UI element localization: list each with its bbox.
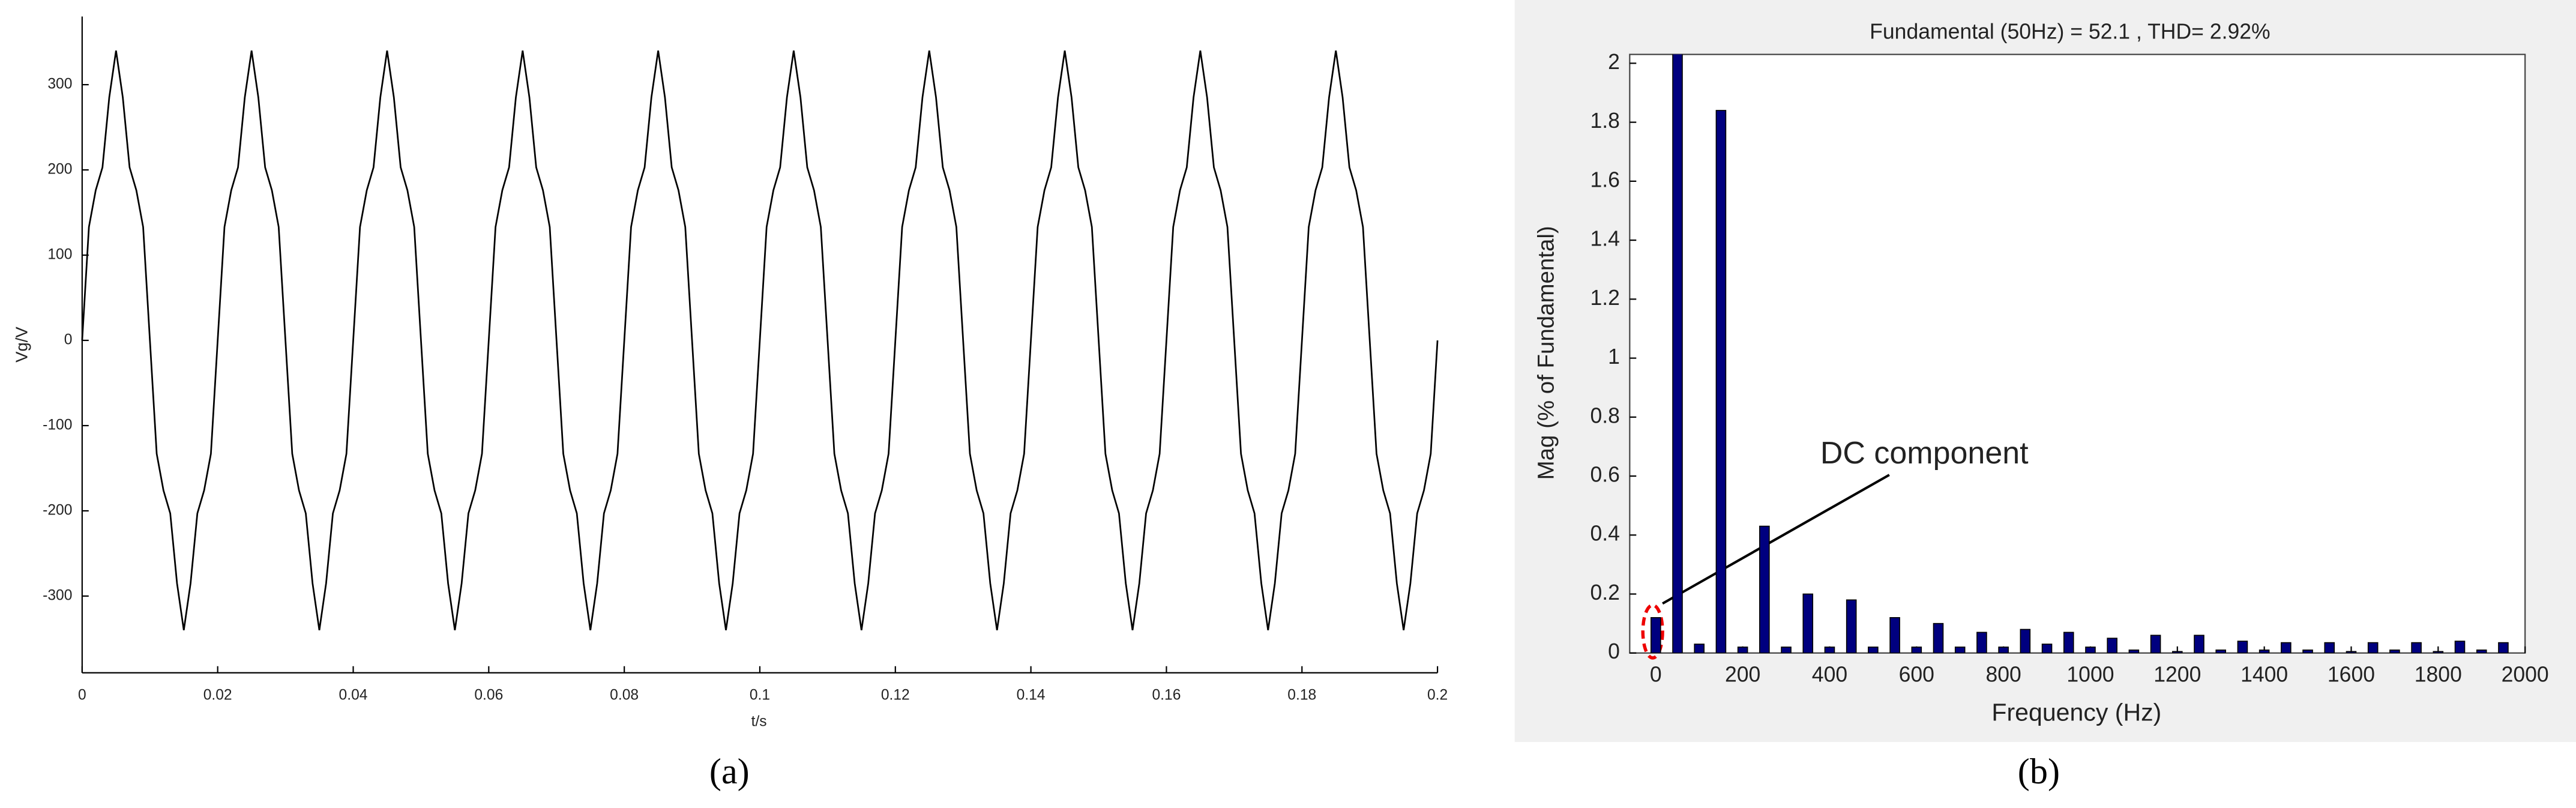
y-tick-label: 1.4 bbox=[1590, 226, 1619, 250]
x-tick-label: 0.16 bbox=[1152, 687, 1181, 704]
bar bbox=[2367, 642, 2379, 653]
y-tick-label: 100 bbox=[47, 247, 72, 263]
bar bbox=[2281, 642, 2292, 653]
x-axis-label: t/s bbox=[751, 714, 767, 730]
bar bbox=[1737, 647, 1748, 653]
bar bbox=[1846, 599, 1857, 653]
x-tick-label: 0.12 bbox=[881, 687, 910, 704]
y-axis-label: Mag (% of Fundamental) bbox=[1533, 226, 1559, 480]
y-tick-label: 0.6 bbox=[1590, 462, 1619, 486]
bar bbox=[2085, 647, 2096, 653]
bar bbox=[2454, 641, 2466, 653]
x-tick-label: 1800 bbox=[2415, 663, 2462, 687]
caption: (b) bbox=[2018, 752, 2060, 792]
x-tick-label: 0.14 bbox=[1017, 687, 1046, 704]
bar bbox=[2433, 651, 2444, 653]
x-tick-label: 0 bbox=[78, 687, 86, 704]
y-tick-label: 1.6 bbox=[1590, 167, 1619, 191]
dc-highlight bbox=[1641, 603, 1664, 660]
y-tick-label: 2 bbox=[1608, 50, 1620, 74]
waveform bbox=[81, 50, 1439, 630]
bar bbox=[1976, 632, 1987, 653]
bar bbox=[2389, 650, 2400, 653]
y-tick-label: 1.8 bbox=[1590, 109, 1619, 133]
y-tick-label: 0.8 bbox=[1590, 403, 1619, 427]
x-tick-label: 1000 bbox=[2066, 663, 2114, 687]
bar bbox=[2194, 635, 2204, 653]
bar bbox=[1889, 617, 1900, 653]
bar bbox=[1933, 623, 1944, 653]
bar bbox=[1672, 54, 1683, 653]
bar bbox=[1651, 617, 1661, 653]
bar bbox=[1868, 647, 1879, 653]
bar bbox=[2498, 642, 2509, 653]
bar bbox=[1694, 644, 1705, 653]
bar bbox=[1998, 647, 2009, 653]
bar bbox=[2411, 642, 2422, 653]
x-tick-label: 0.08 bbox=[610, 687, 639, 704]
x-tick-label: 0.02 bbox=[203, 687, 232, 704]
bar bbox=[1802, 593, 1814, 653]
annotation-arrow bbox=[1662, 474, 1890, 605]
caption: (a) bbox=[709, 752, 750, 792]
x-axis-label: Frequency (Hz) bbox=[1991, 698, 2161, 726]
y-axis-label: Vg/V bbox=[13, 327, 31, 363]
bar bbox=[2324, 642, 2335, 653]
bar bbox=[1824, 647, 1835, 653]
x-tick-label: 400 bbox=[1812, 663, 1847, 687]
bar bbox=[1911, 647, 1922, 653]
y-tick-label: -100 bbox=[43, 417, 72, 433]
y-tick-label: 200 bbox=[47, 161, 72, 178]
x-tick-label: 0 bbox=[1650, 663, 1662, 687]
y-tick-label: 0.2 bbox=[1590, 580, 1619, 604]
y-tick-label: 0 bbox=[64, 332, 73, 348]
x-tick-label: 0.06 bbox=[474, 687, 503, 704]
bar bbox=[2107, 638, 2117, 653]
chart-title: Fundamental (50Hz) = 52.1 , THD= 2.92% bbox=[1870, 19, 2270, 43]
x-tick-label: 0.18 bbox=[1287, 687, 1316, 704]
y-tick-label: 300 bbox=[47, 76, 72, 92]
x-tick-label: 0.04 bbox=[339, 687, 368, 704]
y-tick-label: 1.2 bbox=[1590, 286, 1619, 310]
bar bbox=[2302, 650, 2313, 653]
bar bbox=[2237, 641, 2248, 653]
bar bbox=[1781, 647, 1792, 653]
bar bbox=[2346, 651, 2357, 653]
bar bbox=[2020, 629, 2031, 653]
y-tick-label: -200 bbox=[43, 502, 72, 518]
x-tick-label: 1200 bbox=[2153, 663, 2201, 687]
bars bbox=[1651, 54, 2509, 653]
x-tick-label: 600 bbox=[1899, 663, 1934, 687]
y-tick-label: 0 bbox=[1608, 639, 1620, 663]
bar bbox=[2215, 650, 2227, 653]
bar bbox=[2150, 635, 2161, 653]
bar bbox=[1954, 647, 1966, 653]
x-tick-label: 2000 bbox=[2502, 663, 2549, 687]
bar bbox=[2172, 651, 2183, 653]
x-tick-label: 200 bbox=[1725, 663, 1760, 687]
x-tick-label: 1600 bbox=[2328, 663, 2375, 687]
y-tick-label: 1 bbox=[1608, 345, 1620, 369]
bar bbox=[2063, 632, 2074, 653]
plot-area bbox=[1629, 53, 2526, 654]
x-tick-label: 800 bbox=[1985, 663, 2021, 687]
bar bbox=[2041, 644, 2053, 653]
x-tick-label: 0.1 bbox=[750, 687, 770, 704]
bar bbox=[1715, 110, 1727, 653]
bar bbox=[2476, 650, 2487, 653]
bar bbox=[2259, 650, 2270, 653]
x-tick-label: 1400 bbox=[2240, 663, 2288, 687]
y-tick-label: -300 bbox=[43, 587, 72, 603]
x-tick-label: 0.2 bbox=[1427, 687, 1448, 704]
annotation: DC component bbox=[1820, 436, 2029, 471]
bar bbox=[1759, 525, 1770, 653]
y-tick-label: 0.4 bbox=[1590, 522, 1619, 546]
bar bbox=[2128, 650, 2140, 653]
